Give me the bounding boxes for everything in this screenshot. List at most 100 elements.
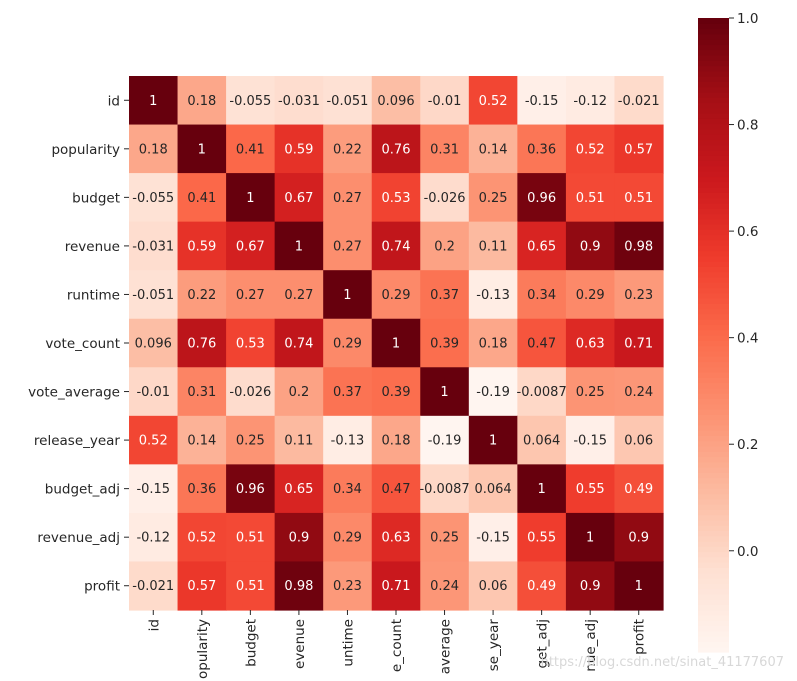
heatmap-cell (177, 561, 227, 611)
colorbar-segment (698, 139, 729, 146)
heatmap-cell (129, 173, 179, 223)
cell-annotation: -0.12 (136, 531, 170, 546)
heatmap-cell (129, 561, 179, 611)
colorbar-segment (698, 39, 729, 46)
colorbar-segment (698, 504, 729, 510)
colorbar-segment (698, 477, 729, 484)
cell-annotation: 0.11 (479, 239, 508, 254)
colorbar-segment (698, 630, 729, 637)
cell-annotation: 0.29 (333, 531, 362, 546)
colorbar-segment (698, 44, 729, 51)
cell-annotation: 0.55 (527, 531, 556, 546)
cell-annotation: 0.24 (430, 579, 459, 594)
cell-annotation: 1 (537, 482, 545, 497)
colorbar-segment (698, 271, 729, 278)
cell-annotation: 0.25 (236, 434, 265, 449)
cell-annotation: 0.71 (382, 579, 411, 594)
cell-annotation: -0.026 (229, 385, 271, 400)
cell-annotation: 0.06 (624, 434, 653, 449)
colorbar-tick-label: 0.8 (737, 118, 758, 134)
cell-annotation: 0.096 (377, 94, 414, 109)
cell-annotation: 0.96 (236, 482, 265, 497)
heatmap-cell (614, 173, 664, 223)
colorbar-segment (698, 165, 729, 172)
colorbar-segment (698, 456, 729, 463)
heatmap-cell (274, 124, 324, 174)
heatmap-cell (129, 367, 179, 417)
cell-annotation: 0.57 (187, 579, 216, 594)
colorbar-segment (698, 324, 729, 331)
heatmap-cell (420, 173, 470, 223)
colorbar-segment (698, 556, 729, 563)
colorbar-segment (698, 440, 729, 447)
colorbar-segment (698, 340, 729, 347)
cell-annotation: 0.25 (576, 385, 605, 400)
heatmap-cell (177, 367, 227, 417)
heatmap-cell (614, 270, 664, 320)
cell-annotation: -0.01 (428, 94, 462, 109)
heatmap-cell (129, 415, 179, 465)
heatmap-cell (371, 270, 421, 320)
colorbar-segment (698, 583, 729, 590)
colorbar-segment (698, 160, 729, 167)
y-axis-ticks: id popularity budget revenue runtime vote_cou… (28, 93, 129, 595)
colorbar-segment (698, 620, 729, 627)
heatmap-cell (565, 415, 616, 465)
heatmap-cell (323, 367, 373, 417)
heatmap-cell (323, 561, 373, 611)
y-tick-label: budget_adj (45, 482, 120, 498)
colorbar-segment (698, 345, 729, 352)
heatmap-cell (614, 367, 664, 417)
heatmap-cells (129, 76, 664, 611)
colorbar-segment (698, 525, 729, 532)
cell-annotation: -0.021 (132, 579, 174, 594)
cell-annotation: 1 (246, 191, 254, 206)
cell-annotation: -0.15 (476, 531, 510, 546)
heatmap-cell (517, 464, 567, 514)
colorbar-segment (698, 472, 729, 479)
colorbar-segment (698, 134, 729, 141)
cell-annotation: 0.27 (236, 288, 265, 303)
heatmap-cell (371, 561, 421, 611)
cell-annotation: 0.36 (527, 142, 556, 157)
y-tick-label: revenue (65, 239, 120, 255)
cell-annotation: 0.9 (580, 579, 601, 594)
colorbar-segment (698, 176, 729, 183)
colorbar-segment (698, 261, 729, 267)
colorbar-segment (698, 403, 729, 410)
colorbar-segment (698, 366, 729, 373)
cell-annotation: 0.55 (576, 482, 605, 497)
heatmap-cell (226, 173, 276, 223)
cell-annotation: 0.29 (576, 288, 605, 303)
cell-annotation: 1 (489, 434, 497, 449)
heatmap-cell (129, 318, 179, 368)
cell-annotation: 0.34 (527, 288, 556, 303)
x-tick-label: nue_adj (583, 619, 599, 672)
heatmap-cell (129, 124, 179, 174)
cell-annotation: -0.01 (136, 385, 170, 400)
colorbar-segment (698, 414, 729, 421)
colorbar-segment (698, 588, 729, 595)
heatmap-cell (274, 270, 324, 320)
cell-annotation: 1 (295, 239, 303, 254)
heatmap-cell (226, 124, 276, 174)
cell-annotation: 0.53 (236, 337, 265, 352)
cell-annotation: 0.25 (430, 531, 459, 546)
cell-annotation: 0.39 (430, 337, 459, 352)
cell-annotation: 0.23 (624, 288, 653, 303)
y-tick-label: vote_average (28, 385, 120, 401)
colorbar: 0.0 0.2 0.4 0.6 0.8 1.0 (698, 11, 758, 653)
heatmap-cell (177, 464, 227, 514)
cell-annotation: 0.71 (624, 337, 653, 352)
cell-annotation: -0.19 (476, 385, 510, 400)
x-tick-label: average (438, 619, 454, 674)
heatmap-cell (226, 270, 276, 320)
colorbar-segment (698, 181, 729, 188)
colorbar-segment (698, 23, 729, 30)
cell-annotation: 0.37 (333, 385, 362, 400)
colorbar-segment (698, 387, 729, 394)
colorbar-segment (698, 599, 729, 606)
heatmap-cell (468, 124, 518, 174)
cell-annotation: 1 (198, 142, 206, 157)
